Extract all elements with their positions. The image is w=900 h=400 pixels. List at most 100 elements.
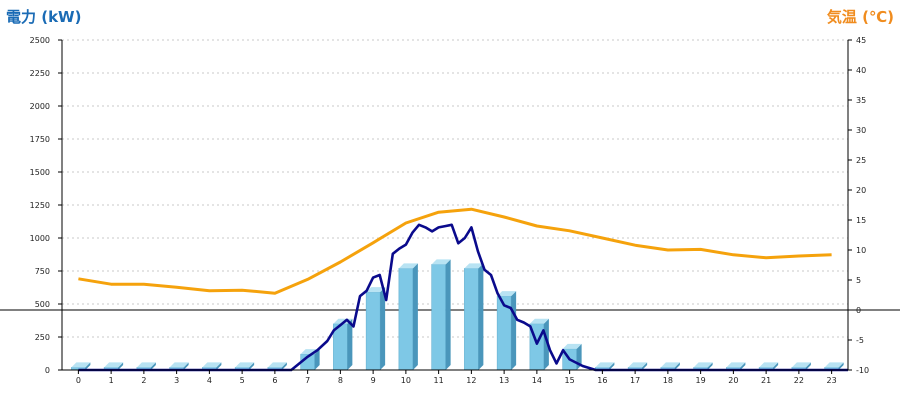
- bar-side: [707, 362, 713, 370]
- bar-front: [431, 264, 446, 371]
- bar-top: [169, 362, 189, 368]
- left-tick-label: 1750: [30, 135, 50, 144]
- bar-side: [118, 362, 124, 370]
- bar-top: [824, 362, 844, 368]
- x-tick-label: 15: [565, 376, 575, 385]
- x-tick-label: 1: [109, 376, 114, 385]
- right-axis-title: 気温 (℃): [826, 8, 894, 26]
- left-tick-label: 1250: [30, 201, 50, 210]
- bar-top: [497, 291, 517, 297]
- bar-top: [595, 362, 615, 368]
- bar-top: [267, 362, 287, 368]
- x-tick-label: 3: [174, 376, 179, 385]
- bar-front: [365, 291, 381, 371]
- x-tick-label: 10: [401, 376, 411, 385]
- left-tick-label: 750: [35, 267, 50, 276]
- right-tick-label: 45: [856, 36, 866, 45]
- x-tick-label: 22: [794, 376, 804, 385]
- bar-top: [71, 362, 91, 368]
- x-tick-label: 20: [728, 376, 738, 385]
- bar-side: [183, 362, 189, 370]
- left-tick-label: 250: [35, 333, 50, 342]
- x-tick-label: 2: [141, 376, 146, 385]
- x-tick-label: 6: [272, 376, 277, 385]
- bar-side: [249, 362, 255, 370]
- right-tick-label: 30: [856, 126, 866, 135]
- left-tick-label: 2250: [30, 69, 50, 78]
- x-tick-label: 9: [371, 376, 376, 385]
- left-axis-title: 電力 (kW): [6, 8, 82, 26]
- bar-side: [412, 263, 418, 370]
- bar-side: [478, 263, 484, 370]
- temperature-line: [78, 207, 832, 295]
- x-tick-label: 18: [663, 376, 673, 385]
- x-tick-label: 14: [532, 376, 542, 385]
- x-tick-label: 5: [240, 376, 245, 385]
- bar-side: [609, 362, 615, 370]
- bar-top: [660, 362, 680, 368]
- right-tick-label: 15: [856, 216, 866, 225]
- bar-front: [398, 268, 414, 371]
- bar-side: [838, 362, 844, 370]
- x-tick-label: 16: [597, 376, 607, 385]
- bar-side: [773, 362, 779, 370]
- x-tick-label: 8: [338, 376, 343, 385]
- bar-front: [333, 323, 348, 371]
- right-tick-label: -10: [856, 366, 869, 375]
- bar-top: [464, 263, 484, 269]
- left-tick-label: 500: [35, 300, 50, 309]
- x-tick-label: 21: [761, 376, 771, 385]
- left-tick-label: 2500: [30, 36, 50, 45]
- bar-side: [85, 362, 91, 370]
- right-tick-label: 10: [856, 246, 866, 255]
- bar-top: [562, 343, 582, 349]
- bar-top: [136, 362, 156, 368]
- left-tick-label: 1500: [30, 168, 50, 177]
- bar-top: [628, 362, 648, 368]
- right-tick-label: 25: [856, 156, 866, 165]
- bar-top: [529, 318, 549, 324]
- bar-top: [693, 362, 713, 368]
- bar-top: [366, 287, 386, 293]
- x-tick-label: 0: [76, 376, 81, 385]
- right-tick-label: -5: [856, 336, 864, 345]
- bar-side: [674, 362, 680, 370]
- bar-side: [347, 318, 353, 370]
- bar-side: [281, 362, 287, 370]
- right-tick-label: 40: [856, 66, 866, 75]
- right-tick-label: 0: [856, 306, 861, 315]
- bar-side: [642, 362, 648, 370]
- bar-top: [759, 362, 779, 368]
- bar-side: [445, 259, 451, 370]
- bar-side: [740, 362, 746, 370]
- x-tick-label: 17: [630, 376, 640, 385]
- x-tick-label: 13: [499, 376, 509, 385]
- bar-side: [150, 362, 156, 370]
- bar-side: [805, 362, 811, 370]
- x-tick-label: 4: [207, 376, 212, 385]
- x-tick-label: 7: [305, 376, 310, 385]
- x-tick-label: 23: [827, 376, 837, 385]
- right-tick-label: 35: [856, 96, 866, 105]
- power-line: [78, 223, 848, 372]
- left-tick-label: 0: [45, 366, 50, 375]
- bar-side: [216, 362, 222, 370]
- bar-side: [511, 291, 517, 370]
- x-tick-label: 11: [434, 376, 444, 385]
- bar-top: [726, 362, 746, 368]
- right-tick-label: 5: [856, 276, 861, 285]
- bar-front: [464, 268, 479, 371]
- bar-top: [235, 362, 255, 368]
- left-tick-label: 2000: [30, 102, 50, 111]
- right-tick-label: 20: [856, 186, 866, 195]
- bar-side: [314, 349, 320, 370]
- bar-top: [431, 259, 451, 265]
- left-tick-label: 1000: [30, 234, 50, 243]
- bar-top: [104, 362, 124, 368]
- bar-top: [791, 362, 811, 368]
- bar-top: [398, 263, 418, 269]
- x-tick-label: 12: [466, 376, 476, 385]
- bar-top: [202, 362, 222, 368]
- bar-side: [380, 287, 386, 370]
- x-tick-label: 19: [696, 376, 706, 385]
